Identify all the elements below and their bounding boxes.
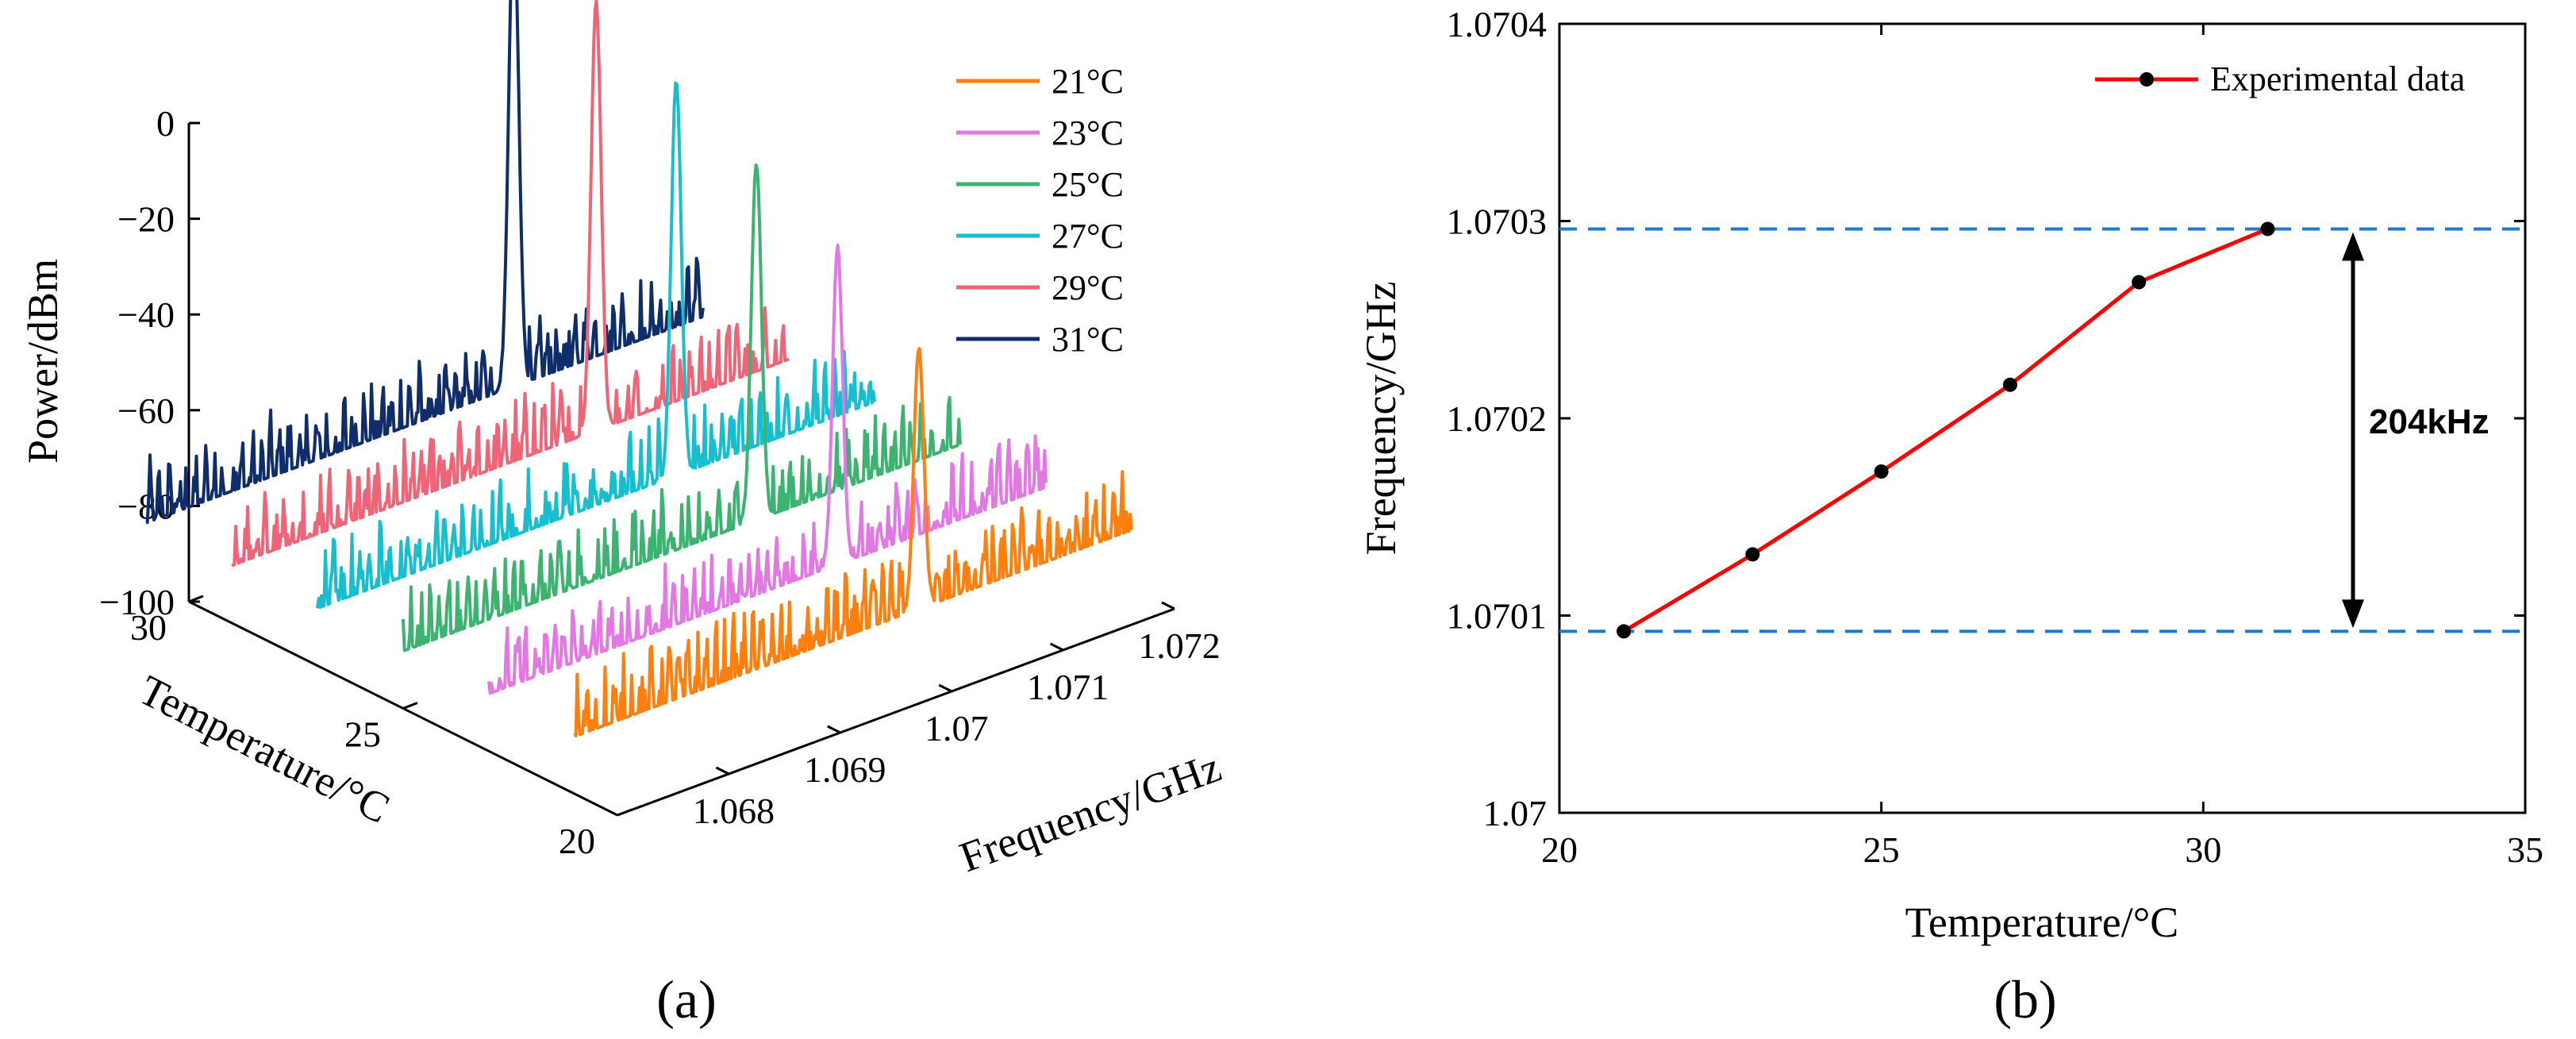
b-data-point <box>1745 547 1760 562</box>
b-xlabel: Temperature/°C <box>1905 899 2179 946</box>
panel-a-tick-marks <box>188 121 1175 817</box>
a-spectrum-line <box>487 243 1048 695</box>
a-z-tick-label: −60 <box>117 391 175 431</box>
a-zlabel: Power/dBm <box>19 259 67 464</box>
a-z-tick-label: −40 <box>117 294 175 335</box>
legend-label-experimental-data: Experimental data <box>2210 60 2465 98</box>
a-x-tick-label: 1.07 <box>925 708 989 748</box>
a-z-tick-label: −100 <box>99 582 175 622</box>
span-annotation: 204kHz <box>2369 402 2489 441</box>
a-legend-label: 21°C <box>1052 62 1124 101</box>
a-spectrum-line <box>573 347 1133 738</box>
b-ylabel: Frequency/GHz <box>1357 282 1405 556</box>
panel-a-spectra <box>145 0 1133 738</box>
b-y-tick-label: 1.0704 <box>1447 4 1548 44</box>
a-legend-label: 23°C <box>1052 114 1124 152</box>
a-x-tick-label: 1.072 <box>1138 625 1221 666</box>
b-x-tick-label: 35 <box>2507 829 2543 870</box>
panel-a-label: (a) <box>656 969 716 1029</box>
a-spectrum-line <box>231 0 790 568</box>
b-data-point <box>1874 464 1889 479</box>
a-x-tick-label: 1.068 <box>693 791 775 831</box>
panel-b-tick-marks <box>1558 22 2527 814</box>
a-xlabel: Frequency/GHz <box>954 743 1228 881</box>
b-x-tick-label: 25 <box>1863 829 1900 870</box>
a-y-tick <box>188 595 204 603</box>
a-y-tick-label: 30 <box>130 607 167 648</box>
panel-b-reference-lines <box>1559 227 2525 633</box>
a-legend-label: 31°C <box>1052 320 1124 359</box>
b-data-point <box>2002 377 2017 392</box>
legend-marker-sample <box>2140 72 2154 87</box>
panel-a-3d-spectra: 0−20−40−60−80−1003025201.0681.0691.071.0… <box>19 0 1227 1029</box>
a-z-tick-label: 0 <box>156 103 175 144</box>
a-legend-label: 29°C <box>1052 268 1124 307</box>
b-y-tick-label: 1.07 <box>1483 793 1548 833</box>
a-x-tick <box>1161 601 1175 610</box>
b-y-tick-label: 1.0701 <box>1447 596 1548 637</box>
panel-a-legend: 21°C 23°C 25°C 27°C 29°C 31°C <box>956 62 1124 359</box>
panel-b-series <box>1617 221 2275 639</box>
a-y-tick <box>402 702 418 710</box>
b-x-tick-label: 20 <box>1541 829 1578 870</box>
b-y-tick-label: 1.0702 <box>1447 398 1548 439</box>
x-axis-line <box>617 607 1175 817</box>
a-y-tick-label: 25 <box>344 714 381 755</box>
a-spectrum-line <box>402 164 962 652</box>
b-data-point <box>2260 221 2275 237</box>
a-y-tick <box>617 808 632 817</box>
panel-b-tick-labels: 20 25 30 35 1.07 1.0701 1.0702 1.0703 1.0704 <box>1447 4 2544 870</box>
b-y-tick-label: 1.0703 <box>1447 202 1548 242</box>
a-spectrum-line <box>145 0 705 525</box>
a-x-tick-label: 1.069 <box>804 749 886 790</box>
a-x-tick <box>715 766 730 775</box>
b-x-tick-label: 30 <box>2185 829 2221 870</box>
panel-b-frequency-vs-temperature: 20 25 30 35 1.07 1.0701 1.0702 1.0703 1.0704 204… <box>1357 4 2543 1029</box>
b-data-point <box>2132 275 2147 290</box>
span-arrow <box>2342 232 2364 629</box>
a-y-tick-label: 20 <box>559 821 595 861</box>
panel-a-tick-labels: 0−20−40−60−80−1003025201.0681.0691.071.0… <box>99 103 1221 861</box>
panel-b-legend: Experimental data <box>2095 60 2465 98</box>
b-series-line <box>1622 227 2269 633</box>
a-spectrum-line <box>316 81 876 610</box>
panel-b-label: (b) <box>1994 969 2056 1029</box>
a-z-tick-label: −20 <box>117 199 175 240</box>
a-legend-label: 25°C <box>1052 165 1124 204</box>
a-x-tick <box>938 683 952 693</box>
b-data-point <box>1617 624 1632 639</box>
a-x-tick-label: 1.071 <box>1027 667 1109 707</box>
a-x-tick <box>827 725 841 734</box>
a-x-tick <box>1049 642 1064 652</box>
a-legend-label: 27°C <box>1052 217 1124 256</box>
